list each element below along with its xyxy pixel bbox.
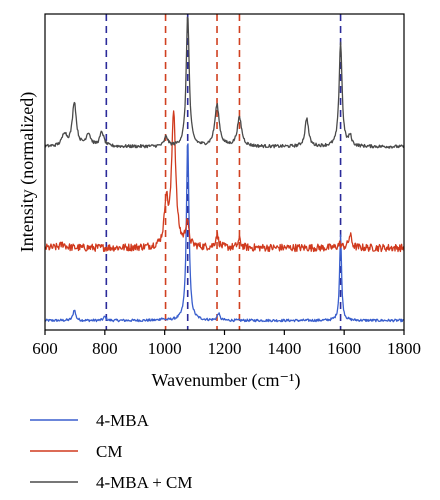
legend-item: CM (30, 442, 122, 461)
x-axis-ticks: 600 800 1000 1200 1400 1600 1800 (32, 330, 421, 358)
plot-frame (44, 13, 405, 331)
legend-item: 4-MBA + CM (30, 473, 193, 492)
y-axis-title: Intensity (normalized) (17, 92, 38, 252)
x-tick-label: 800 (92, 339, 118, 358)
series-line (45, 143, 404, 323)
legend-label: 4-MBA (96, 411, 150, 430)
x-tick-label: 600 (32, 339, 58, 358)
legend-label: CM (96, 442, 122, 461)
x-tick-label: 1400 (267, 339, 301, 358)
legend-item: 4-MBA (30, 411, 150, 430)
x-tick-label: 1800 (387, 339, 421, 358)
series-line (45, 16, 404, 149)
plot-area (44, 13, 405, 331)
x-tick-label: 1200 (208, 339, 242, 358)
series-line (45, 110, 404, 253)
x-axis-title: Wavenumber (cm⁻¹) (152, 370, 301, 391)
x-tick-label: 1600 (327, 339, 361, 358)
legend-label: 4-MBA + CM (96, 473, 193, 492)
legend: 4-MBA CM 4-MBA + CM (30, 411, 193, 492)
x-tick-label: 1000 (148, 339, 182, 358)
